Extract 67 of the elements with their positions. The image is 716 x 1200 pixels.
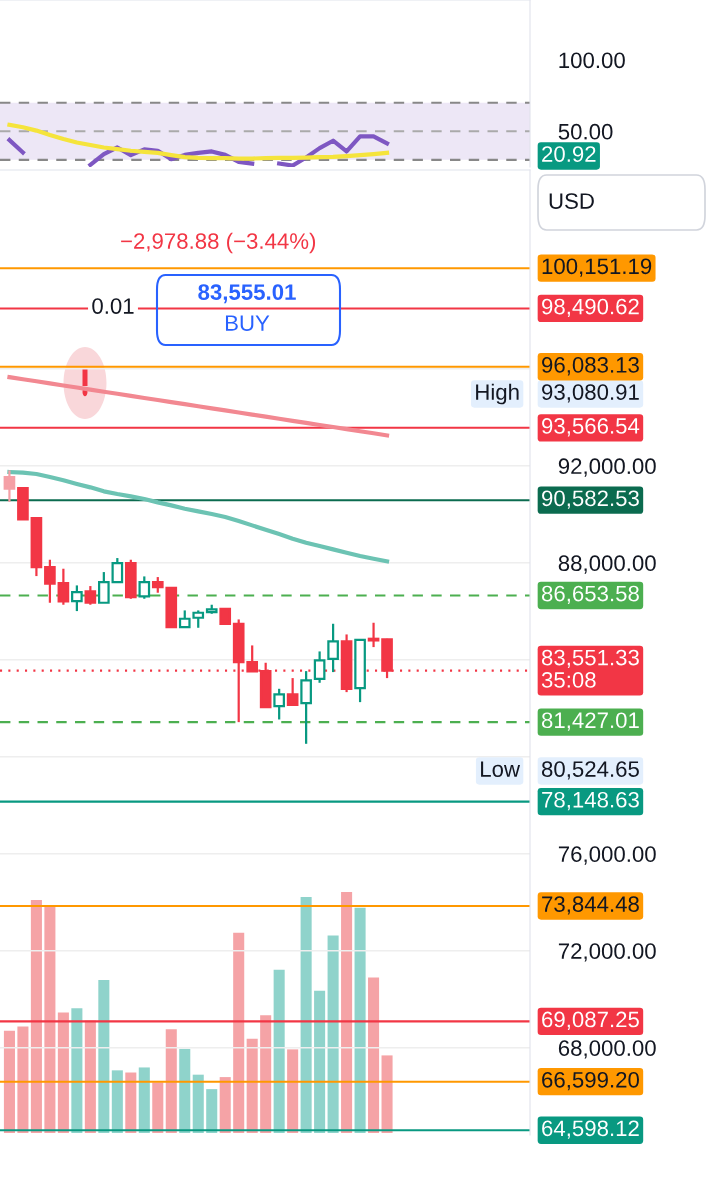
line-series: [7, 469, 390, 564]
candlestick: [17, 486, 29, 521]
bar: [71, 1008, 83, 1133]
candlestick: [30, 516, 43, 578]
bar: [287, 1049, 299, 1133]
ref-line-label: 90,582.53: [542, 490, 639, 509]
candlestick: [367, 621, 380, 649]
bar: [84, 1020, 96, 1133]
bar: [300, 897, 312, 1133]
ref-line-label: 81,427.01: [541, 712, 639, 731]
candlestick: [219, 607, 232, 625]
y-tick-label: 76,000.00: [558, 846, 656, 865]
text: Low: [481, 761, 521, 777]
text: USD: [549, 193, 594, 209]
bar: [152, 1082, 164, 1133]
bar: [354, 907, 366, 1133]
y-tick-label: 100.00: [559, 52, 625, 69]
text: 80,524.65: [541, 761, 639, 780]
bar: [368, 977, 380, 1133]
bar: [44, 906, 56, 1133]
ref-line-label: 83,551.33 35:08: [541, 649, 639, 688]
ref-line-label: 64,598.12: [542, 1120, 639, 1139]
annotation: BUY: [225, 315, 270, 331]
y-tick-label: 72,000.00: [558, 943, 656, 962]
y-tick-label: 92,000.00: [558, 458, 656, 477]
y-tick-label: 88,000.00: [558, 555, 656, 574]
y-tick-label: 68,000.00: [558, 1040, 656, 1059]
bar: [30, 899, 42, 1133]
text: High: [476, 383, 519, 405]
bar: [192, 1074, 204, 1133]
annotation: 83,555.01: [198, 284, 296, 304]
ref-line-label: 86,653.58: [541, 585, 639, 605]
bar: [3, 1030, 15, 1133]
text: 20.92: [542, 146, 596, 162]
ref-line-label: 66,599.20: [542, 1071, 639, 1091]
bar: [233, 932, 245, 1133]
ref-line-label: 100,151.19: [542, 258, 652, 277]
candlestick: [3, 469, 16, 504]
bar: [273, 969, 285, 1133]
bar: [17, 1026, 29, 1133]
ref-line-label: 69,087.25: [542, 1011, 639, 1030]
ref-line-label: 78,148.63: [542, 791, 639, 811]
bar: [138, 1067, 150, 1133]
bar: [111, 1070, 123, 1133]
bar: [246, 1038, 258, 1133]
bar: [57, 1012, 69, 1133]
bar: [327, 935, 339, 1133]
text: 93,080.91: [542, 384, 639, 403]
bar: [125, 1072, 137, 1133]
bar: [314, 990, 326, 1133]
bar: [381, 1055, 393, 1133]
ref-line-label: 73,844.48: [542, 896, 639, 915]
ref-line-label: 98,490.62: [542, 298, 639, 318]
ref-line-label: 93,566.54: [542, 418, 640, 437]
bar: [165, 1029, 177, 1133]
line-series: [7, 122, 390, 161]
y-tick-label: 50.00: [558, 123, 613, 140]
bar: [260, 1015, 272, 1133]
bar: [98, 979, 110, 1133]
bar: [341, 892, 353, 1133]
bar: [206, 1089, 218, 1133]
annotation: 0.01: [92, 298, 134, 314]
bar: [179, 1048, 191, 1133]
annotation: −2,978.88 (−3.44%): [121, 232, 316, 254]
line-series: [7, 375, 390, 438]
bar: [219, 1077, 231, 1133]
ref-line-label: 96,083.13: [542, 357, 639, 376]
